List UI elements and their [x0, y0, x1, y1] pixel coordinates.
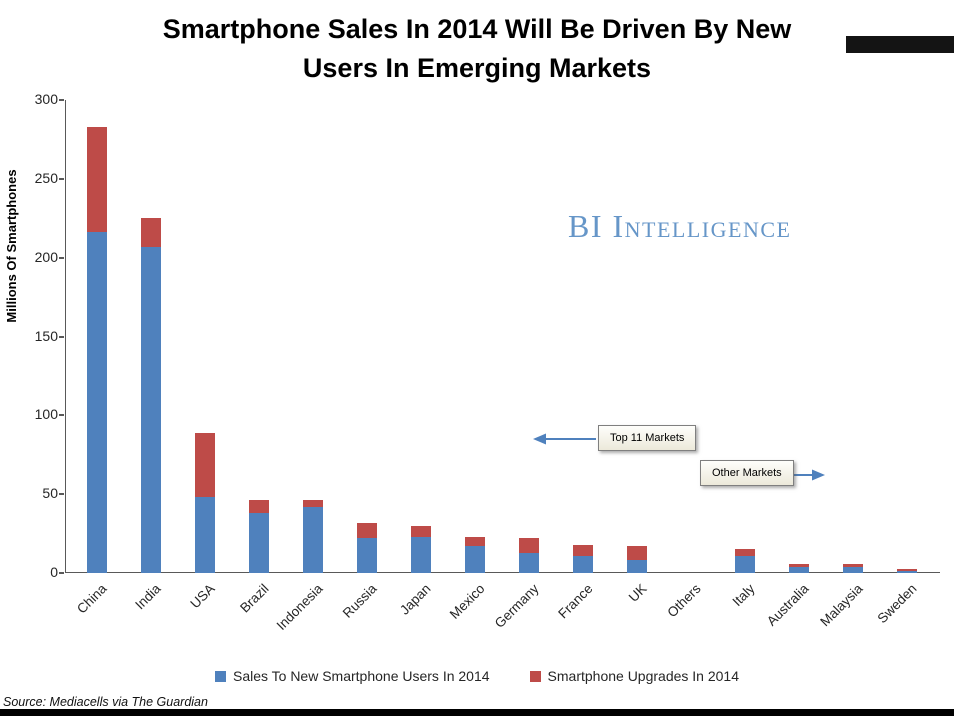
bar-australia-new-users [789, 566, 809, 573]
y-tick-label-0: 0 [50, 564, 58, 580]
bar-mexico-upgrades [465, 536, 485, 547]
y-tick-label-100: 100 [34, 406, 58, 423]
bar-malaysia-new-users [843, 566, 863, 573]
bar-china-upgrades [87, 126, 107, 233]
top-right-artifact [846, 36, 954, 53]
y-tick-label-300: 300 [34, 91, 58, 107]
y-tick-mark [59, 177, 64, 180]
annotation-top-11-markets: Top 11 Markets [598, 425, 697, 451]
annotation-other-markets: Other Markets [700, 460, 794, 486]
bar-italy-upgrades [735, 549, 755, 556]
y-tick-label-150: 150 [34, 327, 58, 344]
bar-brazil-new-users [249, 513, 269, 573]
bar-russia-new-users [357, 538, 377, 573]
legend-label-upgrades: Smartphone Upgrades In 2014 [547, 668, 739, 684]
y-tick-label-50: 50 [42, 485, 58, 502]
bar-uk-new-users [627, 560, 647, 573]
legend-label-new-users: Sales To New Smartphone Users In 2014 [232, 668, 490, 684]
bar-china-new-users [87, 232, 107, 573]
legend-swatch-new-users [214, 670, 226, 682]
bar-germany-new-users [519, 552, 539, 573]
bi-intelligence-watermark: BI Intelligence [568, 208, 792, 244]
y-tick-mark [59, 335, 64, 338]
bar-japan-upgrades [411, 525, 431, 537]
bar-brazil-upgrades [249, 500, 269, 514]
bar-france-new-users [573, 555, 593, 573]
bar-sweden-upgrades [897, 569, 917, 571]
chart-title-line2: Users In Emerging Markets [302, 53, 652, 83]
legend: Sales To New Smartphone Users In 2014 Sm… [0, 668, 954, 684]
bar-france-upgrades [573, 544, 593, 556]
y-tick-mark [59, 572, 64, 574]
bar-mexico-new-users [465, 546, 485, 573]
y-tick-mark [59, 99, 64, 101]
bar-indonesia-upgrades [303, 500, 323, 507]
bar-usa-upgrades [195, 432, 215, 498]
y-tick-label-200: 200 [34, 248, 58, 265]
bar-japan-new-users [411, 536, 431, 573]
chart-title: Smartphone Sales In 2014 Will Be Driven … [0, 10, 954, 88]
legend-item-new-users: Sales To New Smartphone Users In 2014 [214, 668, 490, 684]
bar-russia-upgrades [357, 522, 377, 539]
bar-malaysia-upgrades [843, 564, 863, 567]
source-attribution: Source: Mediacells via The Guardian [3, 695, 208, 709]
plot-area [65, 100, 940, 573]
bar-australia-upgrades [789, 563, 809, 567]
y-tick-mark [59, 493, 64, 496]
bar-usa-new-users [195, 497, 215, 573]
bar-indonesia-new-users [303, 506, 323, 573]
bar-germany-upgrades [519, 538, 539, 553]
bottom-border [0, 709, 954, 716]
y-tick-label-250: 250 [34, 169, 58, 186]
bar-india-upgrades [141, 218, 161, 247]
y-tick-mark [59, 414, 64, 417]
legend-item-upgrades: Smartphone Upgrades In 2014 [529, 668, 739, 684]
chart-title-line1: Smartphone Sales In 2014 Will Be Driven … [162, 14, 792, 44]
bar-india-new-users [141, 246, 161, 573]
bar-uk-upgrades [627, 546, 647, 561]
bar-sweden-new-users [897, 570, 917, 573]
bar-italy-new-users [735, 555, 755, 573]
legend-swatch-upgrades [529, 670, 541, 682]
y-tick-mark [59, 256, 64, 259]
